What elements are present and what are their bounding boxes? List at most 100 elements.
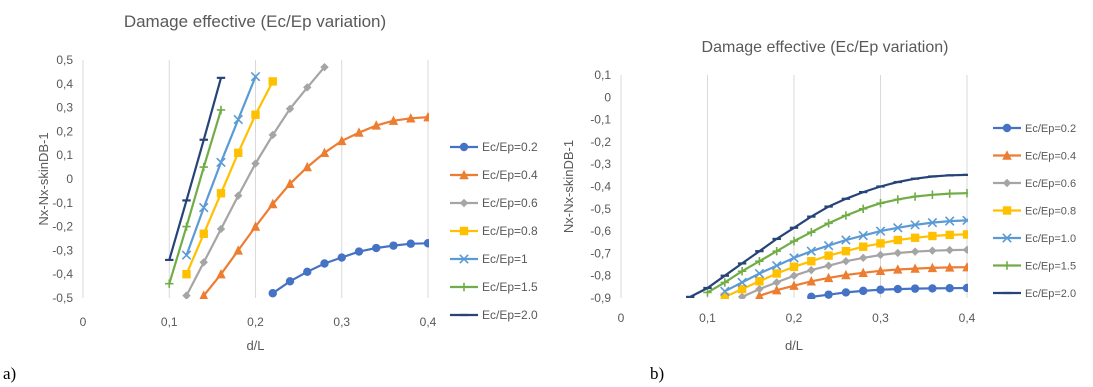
data-point <box>303 83 312 92</box>
legend-marker <box>459 198 469 208</box>
legend-item: Ec/Ep=1 <box>450 252 528 266</box>
data-point <box>216 157 226 168</box>
data-point <box>771 260 782 271</box>
data-point <box>910 233 920 242</box>
data-point <box>754 268 765 279</box>
data-point <box>703 288 712 297</box>
data-point <box>388 115 399 125</box>
data-point <box>354 127 364 137</box>
data-point <box>371 120 381 130</box>
legend-item: Ec/Ep=2.0 <box>450 308 538 322</box>
y-tick-label: -0,4 <box>590 180 611 194</box>
data-point <box>320 259 329 268</box>
series-1 <box>807 283 968 299</box>
data-point <box>423 111 429 122</box>
data-point <box>737 284 747 294</box>
legend-item: Ec/Ep=0.2 <box>450 140 538 154</box>
data-point <box>876 285 885 294</box>
plot-area <box>165 62 429 299</box>
legend-item: Ec/Ep=0.2 <box>993 123 1076 135</box>
data-point <box>285 104 295 113</box>
y-axis-label: Nx-Nx-skinDB-1 <box>36 132 51 225</box>
data-point <box>962 245 968 255</box>
data-point <box>720 292 729 299</box>
data-point <box>250 221 261 231</box>
y-tick-label: 0,4 <box>56 77 73 91</box>
y-tick-label: -0,2 <box>52 220 73 234</box>
data-point <box>423 239 429 248</box>
data-point <box>720 286 730 297</box>
legend-label: Ec/Ep=0.6 <box>482 196 538 210</box>
x-tick-label: 0,2 <box>247 315 264 329</box>
data-point <box>893 195 902 204</box>
data-point <box>945 189 954 198</box>
data-point <box>928 231 937 241</box>
data-point <box>910 220 920 230</box>
data-point <box>216 224 226 234</box>
data-point <box>893 222 903 233</box>
data-point <box>789 271 799 280</box>
data-point <box>876 250 885 260</box>
plot-area <box>686 173 968 299</box>
chart-2: Damage effective (Ec/Ep variation) 0 0,1 0,… <box>561 39 1076 353</box>
data-point <box>841 211 851 220</box>
x-tick-label: 0 <box>618 311 625 325</box>
data-point <box>199 229 208 238</box>
data-point <box>807 228 816 237</box>
data-point <box>910 192 920 201</box>
data-point <box>755 290 764 299</box>
y-tick-label: -0,6 <box>590 224 611 238</box>
data-point <box>772 269 781 278</box>
data-point <box>927 262 938 273</box>
legend-item: Ec/Ep=2.0 <box>993 288 1076 300</box>
data-point <box>233 114 244 125</box>
data-point <box>858 267 868 278</box>
chart-1: Damage effective (Ec/Ep variation) 0 0,1 0,… <box>36 12 538 353</box>
data-point <box>823 240 834 251</box>
data-point <box>910 247 920 256</box>
data-point <box>755 277 764 286</box>
y-tick-label: -0,4 <box>52 267 73 281</box>
data-point <box>876 239 885 248</box>
data-point <box>962 215 968 226</box>
y-tick-label: -0,8 <box>590 269 611 283</box>
data-point <box>893 264 903 274</box>
panel-letter-b: b) <box>650 364 665 383</box>
y-tick-label: 0 <box>66 172 73 186</box>
data-point <box>962 230 968 239</box>
data-point <box>945 245 954 255</box>
series-6 <box>165 105 226 288</box>
legend-item: Ec/Ep=0.4 <box>993 150 1076 163</box>
data-point <box>319 147 330 158</box>
legend-label: Ec/Ep=0.8 <box>482 224 538 238</box>
data-point <box>182 291 191 299</box>
data-point <box>285 277 295 286</box>
x-tick-label: 0,1 <box>161 315 178 329</box>
data-point <box>875 265 886 275</box>
y-tick-label: -0,1 <box>590 113 611 127</box>
legend-item: Ec/Ep=1.5 <box>450 280 538 294</box>
data-point <box>859 204 868 213</box>
data-point <box>824 219 833 228</box>
y-tick-label: 0 <box>604 90 611 104</box>
data-point <box>216 105 226 115</box>
data-point <box>824 290 833 299</box>
data-point <box>962 188 968 198</box>
data-point <box>181 250 192 260</box>
data-point <box>216 189 226 198</box>
legend-marker <box>1002 123 1012 133</box>
data-point <box>807 292 816 299</box>
data-point <box>772 284 782 295</box>
legend-marker <box>459 169 469 180</box>
legend-label: Ec/Ep=2.0 <box>482 308 538 322</box>
data-point <box>823 272 834 283</box>
data-point <box>789 236 799 246</box>
data-point <box>807 257 816 266</box>
data-point <box>928 284 937 293</box>
data-point <box>789 253 799 263</box>
data-point <box>755 284 764 294</box>
data-point <box>250 71 261 82</box>
y-tick-label: -0,7 <box>590 246 611 260</box>
data-point <box>824 251 833 260</box>
